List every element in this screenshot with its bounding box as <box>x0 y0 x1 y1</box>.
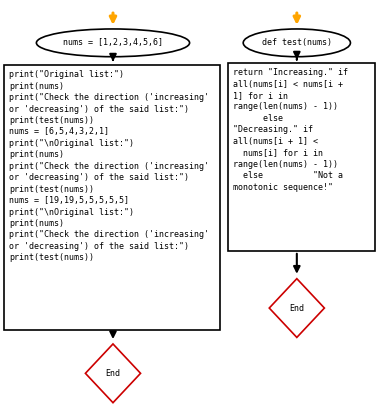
Text: print("Original list:")
print(nums)
print("Check the direction ('increasing'
or : print("Original list:") print(nums) prin… <box>9 70 209 262</box>
Ellipse shape <box>36 29 190 57</box>
Polygon shape <box>269 279 324 337</box>
Polygon shape <box>85 344 141 403</box>
FancyBboxPatch shape <box>228 63 375 251</box>
Text: return "Increasing." if
all(nums[i] < nums[i +
1] for i in
range(len(nums) - 1)): return "Increasing." if all(nums[i] < nu… <box>233 68 348 192</box>
Ellipse shape <box>243 29 350 57</box>
Text: def test(nums): def test(nums) <box>262 38 332 47</box>
FancyBboxPatch shape <box>4 65 220 330</box>
Text: End: End <box>289 304 304 313</box>
Text: End: End <box>105 369 121 378</box>
Text: nums = [1,2,3,4,5,6]: nums = [1,2,3,4,5,6] <box>63 38 163 47</box>
